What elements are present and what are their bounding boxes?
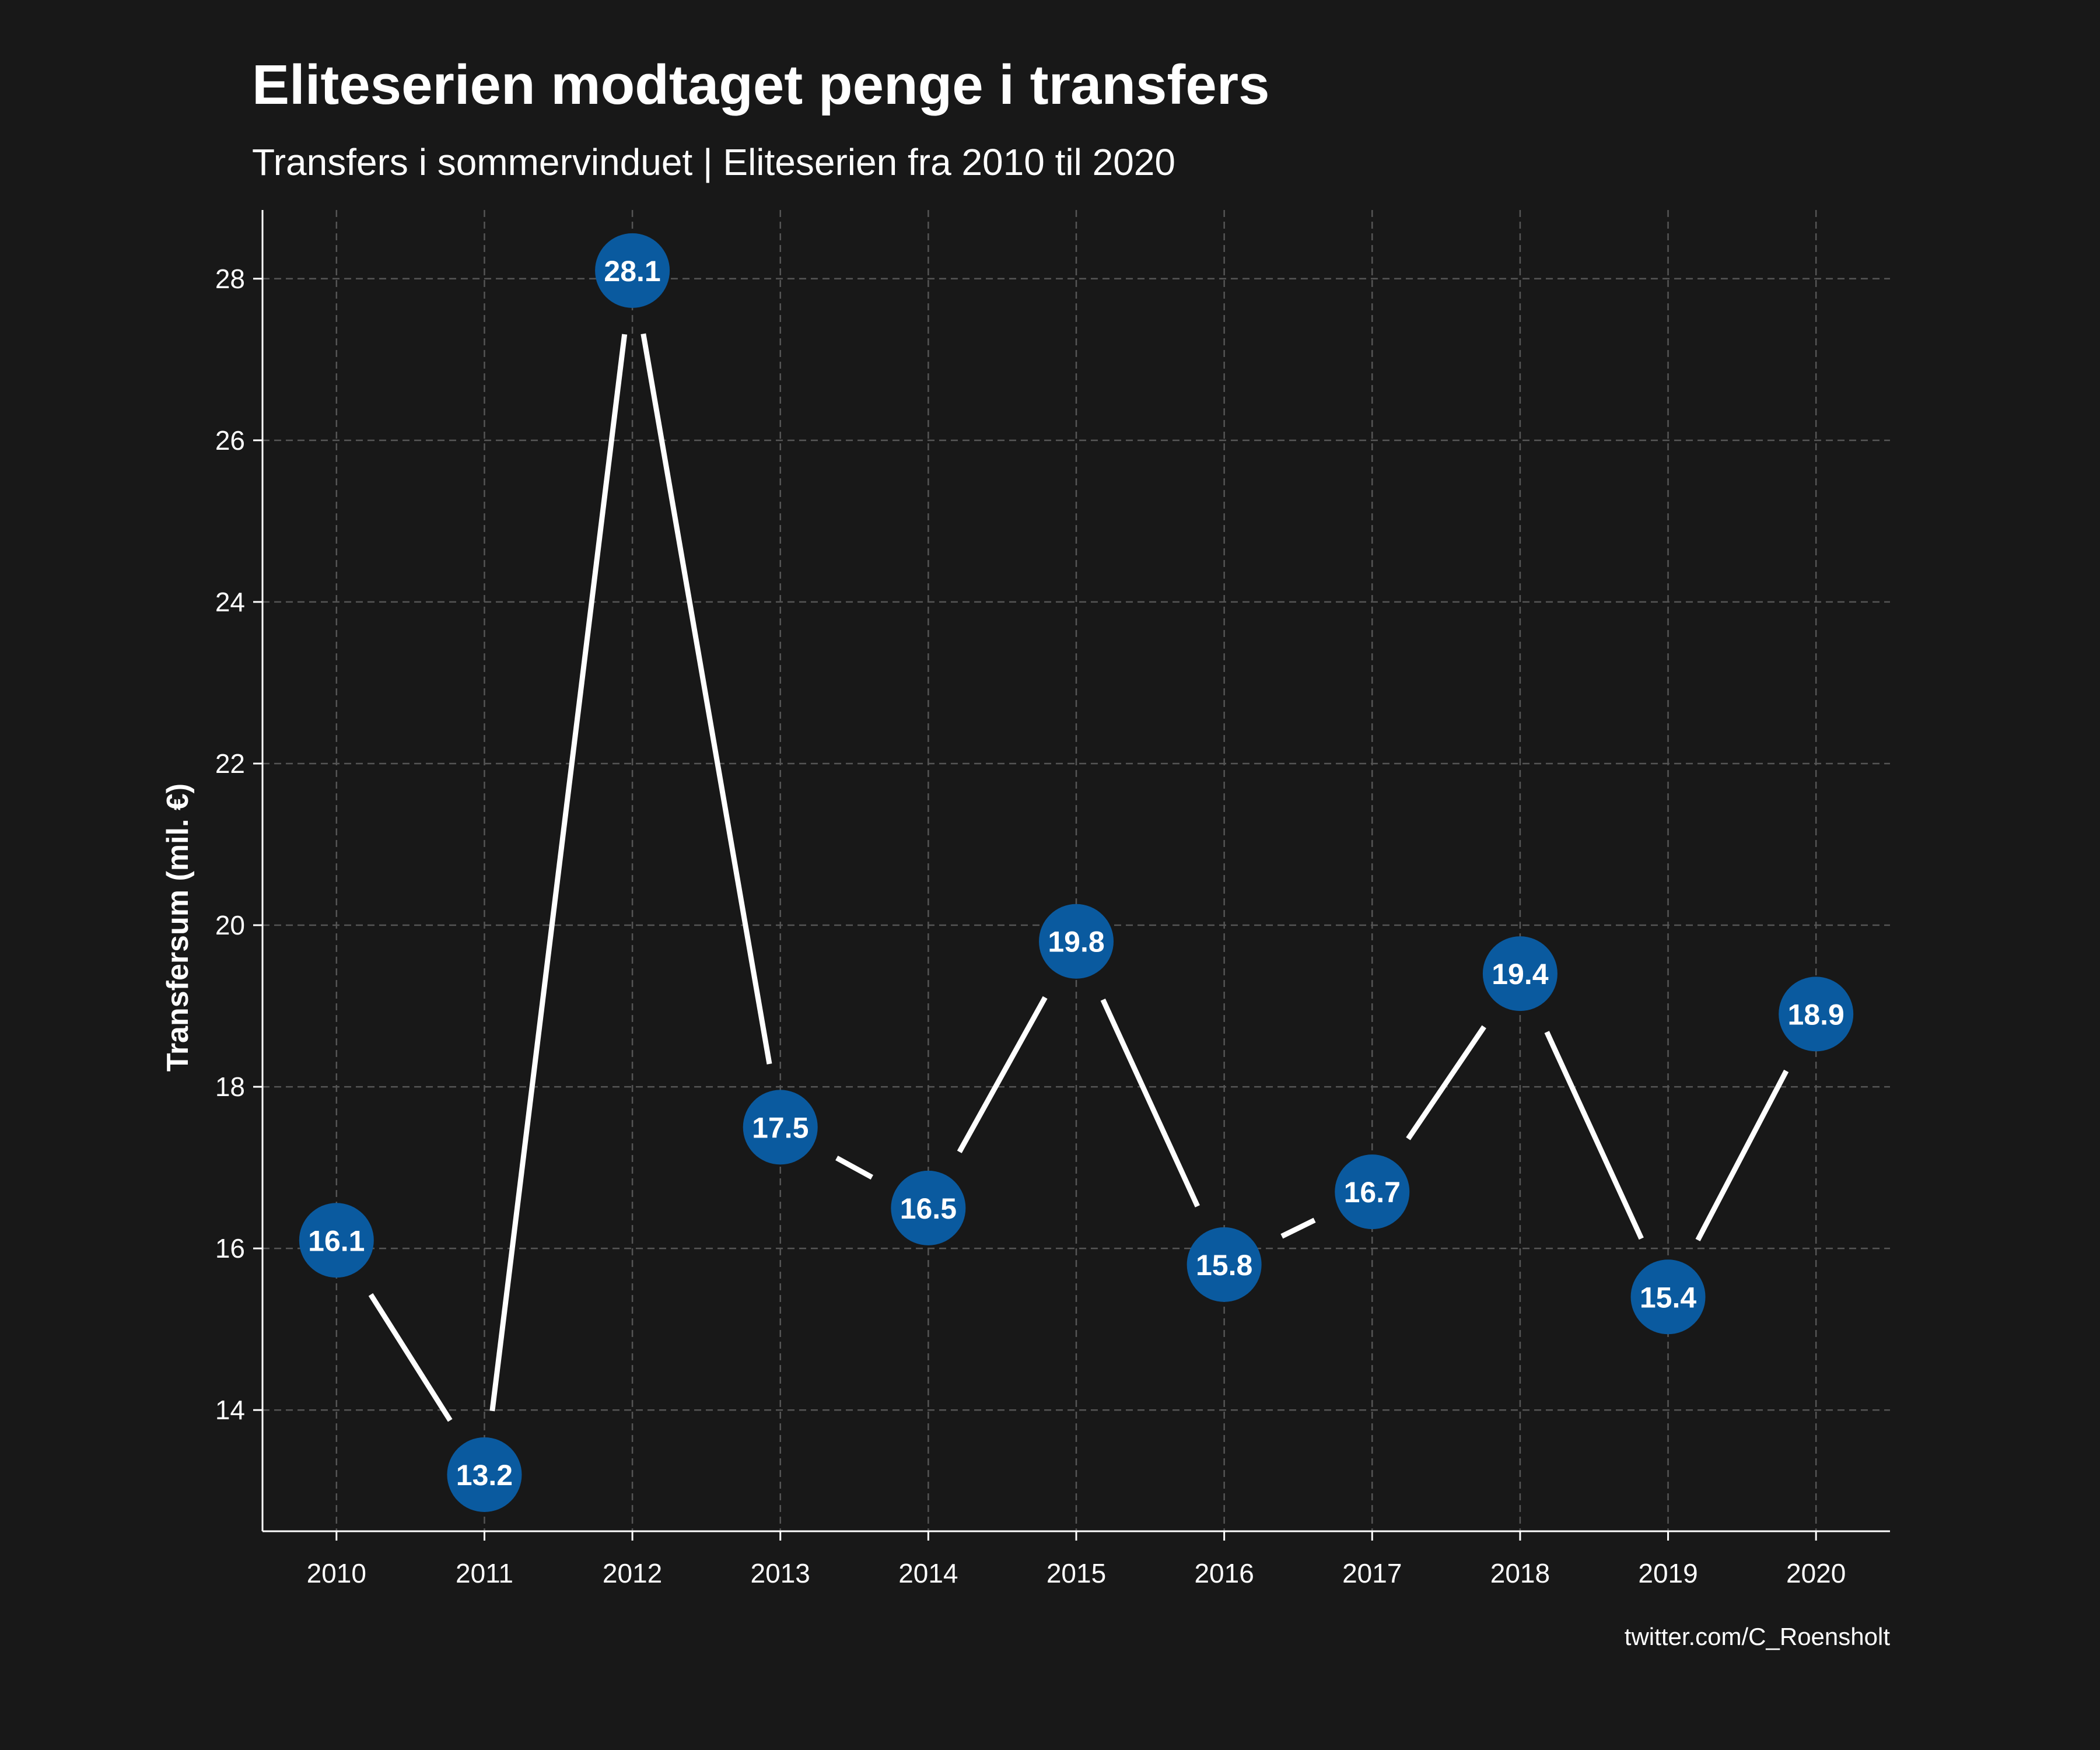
x-tick-label: 2014: [898, 1558, 958, 1588]
chart-title: Eliteserien modtaget penge i transfers: [252, 54, 1270, 116]
data-label: 15.4: [1640, 1281, 1697, 1314]
data-point: [1335, 1154, 1410, 1230]
data-label: 13.2: [456, 1459, 513, 1492]
y-axis-label: Transfersum (mil. €): [161, 783, 195, 1072]
data-point: [1482, 936, 1558, 1012]
data-point: [1630, 1259, 1706, 1335]
data-label: 19.4: [1492, 958, 1549, 991]
data-label: 28.1: [604, 255, 660, 288]
series-segment: [368, 1293, 453, 1422]
series-segment: [489, 334, 628, 1412]
x-axis-ticks: 2010 2011 2012 2013 2014 2015 2016 2017 2018 2019…: [307, 1531, 1846, 1588]
data-point: [891, 1170, 966, 1245]
x-tick-label: 2015: [1046, 1558, 1106, 1588]
y-tick-label: 20: [215, 910, 245, 940]
x-tick-label: 2018: [1490, 1558, 1550, 1588]
x-tick-label: 2010: [307, 1558, 366, 1588]
x-tick-label: 2019: [1638, 1558, 1698, 1588]
series-line: [368, 333, 1789, 1422]
y-tick-label: 24: [215, 587, 245, 617]
data-point: [447, 1437, 522, 1513]
series-segment: [1406, 1025, 1486, 1140]
series-segment: [835, 1156, 873, 1180]
x-tick-label: 2020: [1786, 1558, 1846, 1588]
y-tick-label: 28: [215, 264, 245, 294]
y-axis-ticks: 14 16 18 20 22 24 26 28: [215, 264, 262, 1425]
chart-subtitle: Transfers i sommervinduet | Eliteserien …: [252, 141, 1175, 183]
x-tick-label: 2013: [751, 1558, 810, 1588]
data-point: [1039, 904, 1114, 979]
chart-caption: twitter.com/C_Roensholt: [1625, 1623, 1891, 1650]
x-tick-label: 2012: [603, 1558, 662, 1588]
x-tick-label: 2016: [1194, 1558, 1254, 1588]
data-point: [299, 1203, 374, 1278]
data-label: 18.9: [1788, 998, 1845, 1031]
data-label: 17.5: [752, 1111, 808, 1144]
series-segment: [1100, 998, 1200, 1208]
data-point: [743, 1090, 818, 1165]
data-point: [1779, 977, 1854, 1052]
y-tick-label: 14: [215, 1395, 245, 1425]
data-label: 19.8: [1048, 926, 1104, 958]
y-tick-label: 18: [215, 1072, 245, 1102]
x-tick-label: 2011: [456, 1558, 513, 1588]
series-segment: [1695, 1069, 1789, 1241]
series-segment: [957, 996, 1048, 1153]
data-label: 15.8: [1196, 1249, 1252, 1282]
y-tick-label: 16: [215, 1233, 245, 1264]
series-segment: [1280, 1217, 1316, 1239]
data-points: 16.1 13.2 28.1 17.5 16.5 19.8 15.8 16.7 19.4 15.4…: [299, 233, 1854, 1513]
series-segment: [1544, 1031, 1644, 1240]
series-segment: [640, 333, 772, 1065]
y-tick-label: 26: [215, 425, 245, 456]
data-label: 16.7: [1344, 1176, 1401, 1209]
data-label: 16.1: [308, 1224, 365, 1257]
data-point: [1186, 1227, 1262, 1302]
y-tick-label: 22: [215, 748, 245, 779]
x-tick-label: 2017: [1342, 1558, 1402, 1588]
data-point: [595, 233, 670, 308]
data-label: 16.5: [900, 1192, 957, 1225]
